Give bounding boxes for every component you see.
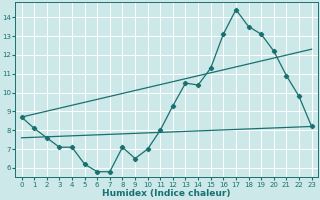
X-axis label: Humidex (Indice chaleur): Humidex (Indice chaleur) (102, 189, 231, 198)
